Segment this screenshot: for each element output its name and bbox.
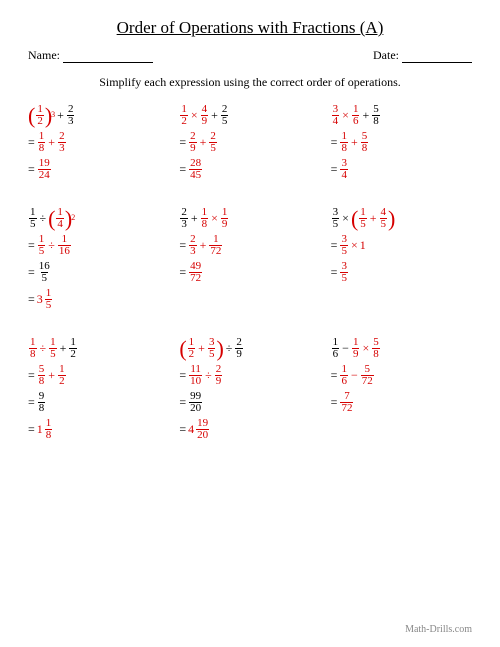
- problem: 35×(15+45)= 35×1= 35: [331, 207, 472, 315]
- name-field: Name:: [28, 48, 153, 63]
- date-blank[interactable]: [402, 62, 472, 63]
- problem: 15÷(14)2= 15÷116= 165= 315: [28, 207, 169, 315]
- problem: 18÷15+12= 58+12= 98= 118: [28, 337, 169, 445]
- name-blank[interactable]: [63, 62, 153, 63]
- header-row: Name: Date:: [28, 48, 472, 63]
- problem: (12)3+23= 18+23= 1924: [28, 104, 169, 185]
- date-field: Date:: [373, 48, 472, 63]
- problems-grid: (12)3+23= 18+23= 192412×49+25= 29+25= 28…: [28, 104, 472, 445]
- page-title: Order of Operations with Fractions (A): [28, 18, 472, 38]
- problem: 16−19×58= 16−572= 772: [331, 337, 472, 445]
- problem: 34×16+58= 18+58= 34: [331, 104, 472, 185]
- problem: (12+35)÷29= 1110÷29= 9920= 41920: [179, 337, 320, 445]
- footer: Math-Drills.com: [405, 624, 472, 635]
- instructions: Simplify each expression using the corre…: [28, 75, 472, 90]
- problem: 12×49+25= 29+25= 2845: [179, 104, 320, 185]
- worksheet-page: Order of Operations with Fractions (A) N…: [0, 0, 500, 647]
- problem: 23+18×19= 23+172= 4972: [179, 207, 320, 315]
